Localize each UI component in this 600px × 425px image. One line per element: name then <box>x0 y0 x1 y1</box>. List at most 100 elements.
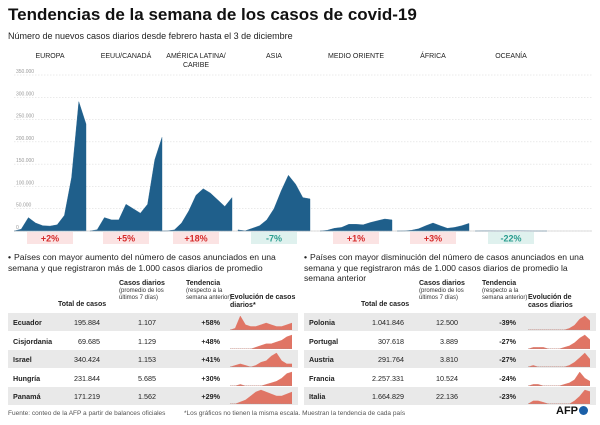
sparkline <box>528 371 590 386</box>
trend-badge <box>251 232 297 244</box>
table-row: Ecuador 195.884 1.107 +58% <box>8 313 298 331</box>
col-evo-header: Evolución de casos diarios* <box>230 294 296 309</box>
decrease-intro: • Países con mayor disminución del número… <box>304 252 589 284</box>
area-series-africa <box>396 222 470 232</box>
trend-value: -27% <box>499 355 516 365</box>
trend-value: +29% <box>201 392 220 402</box>
trend-badge <box>103 232 149 244</box>
sparkline <box>230 371 292 386</box>
col-daily-title: Casos diarios <box>419 280 465 287</box>
trend-value: -39% <box>499 318 516 327</box>
daily-cases: 3.810 <box>440 355 458 365</box>
total-cases: 195.884 <box>74 318 100 327</box>
area-series-medio-oriente <box>319 218 393 232</box>
sparkline-area <box>230 352 292 368</box>
country-name: Italia <box>309 392 326 402</box>
trend-value: +30% <box>201 373 220 383</box>
trend-label: +3% <box>424 234 442 244</box>
footer-source: Fuente: conteo de la AFP a partir de bal… <box>8 410 166 417</box>
afp-logo-icon <box>579 405 588 415</box>
trend-value: +58% <box>201 318 220 327</box>
decrease-intro-text: Países con mayor disminución del número … <box>304 252 584 283</box>
region-africa: ÁFRICA +3% <box>396 51 470 244</box>
total-cases: 69.685 <box>78 336 100 346</box>
area-series-america-latina-caribe <box>159 188 233 232</box>
sparkline-area <box>528 352 590 368</box>
region-label: AMÉRICA LATINA/ <box>166 51 225 60</box>
daily-cases: 1.107 <box>138 318 156 327</box>
y-tick-label: 100.000 <box>16 180 34 186</box>
table-row: Portugal 307.618 3.889 -27% <box>304 332 596 350</box>
sparkline <box>230 390 292 405</box>
trend-badge <box>333 232 379 244</box>
sparkline-area <box>230 334 292 349</box>
sparkline-area <box>528 315 590 330</box>
col-trend-title: Tendencia <box>186 280 221 287</box>
sparkline-area <box>230 315 292 330</box>
daily-cases: 1.153 <box>138 355 156 365</box>
afp-logo: AFP <box>556 405 588 417</box>
daily-cases: 1.562 <box>138 392 156 402</box>
col-daily-title: Casos diarios <box>119 280 165 287</box>
region-eeuu-canada: EEUU/CANADÁ +5% <box>89 51 163 244</box>
table-row: Francia 2.257.331 10.524 -24% <box>304 369 596 387</box>
country-name: Portugal <box>309 336 339 346</box>
country-name: Cisjordania <box>13 336 53 346</box>
region-label: EUROPA <box>35 53 64 60</box>
region-label: ASIA <box>266 53 282 60</box>
trend-label: +5% <box>117 234 135 244</box>
daily-cases: 5.685 <box>138 373 156 383</box>
col-daily-header: Casos diarios (promedio de los últimos 7… <box>119 280 177 301</box>
sparkline-area <box>528 371 590 386</box>
table-row: Panamá 171.219 1.562 +29% <box>8 387 298 406</box>
sparkline-area <box>230 371 292 386</box>
footer-note: *Los gráficos no tienen la misma escala.… <box>184 410 406 417</box>
daily-cases: 22.136 <box>436 392 458 402</box>
table-row: Cisjordania 69.685 1.129 +48% <box>8 332 298 350</box>
trend-badge <box>488 232 534 244</box>
trend-label: -7% <box>266 234 282 244</box>
y-tick-label: 50.000 <box>16 203 32 209</box>
col-daily-sub: (promedio de los últimos 7 días) <box>119 288 164 301</box>
col-daily-sub: (promedio de los últimos 7 días) <box>419 288 464 301</box>
sparkline-area <box>528 390 590 405</box>
sparkline <box>528 390 590 405</box>
total-cases: 231.844 <box>74 373 100 383</box>
increase-intro: • Países con mayor aumento del número de … <box>8 252 293 273</box>
col-trend-sub: (respecto a la semana anterior) <box>186 288 232 301</box>
region-label: EEUU/CANADÁ <box>101 51 152 60</box>
trend-label: +2% <box>41 234 59 244</box>
country-name: Francia <box>309 373 335 383</box>
total-cases: 307.618 <box>378 336 404 346</box>
country-name: Austria <box>309 355 334 365</box>
trend-value: -27% <box>499 336 516 346</box>
region-label: ÁFRICA <box>420 51 446 60</box>
country-name: Hungría <box>13 373 41 383</box>
sparkline <box>230 352 292 368</box>
col-total-header: Total de casos <box>58 301 107 308</box>
table-row: Israel 340.424 1.153 +41% <box>8 350 298 369</box>
total-cases: 171.219 <box>74 392 100 402</box>
region-label: OCEANÍA <box>495 51 527 60</box>
sparkline <box>528 315 590 330</box>
table-row: Polonia 1.041.846 12.500 -39% <box>304 313 596 331</box>
col-trend-title: Tendencia <box>482 280 517 287</box>
area-series-europa <box>13 101 87 232</box>
total-cases: 1.041.846 <box>372 318 404 327</box>
y-tick-label: 0 <box>16 225 19 231</box>
total-cases: 340.424 <box>74 355 100 365</box>
trend-label: +1% <box>347 234 365 244</box>
y-tick-label: 300.000 <box>16 91 34 97</box>
sparkline <box>528 352 590 368</box>
bullet-icon: • <box>304 252 308 262</box>
col-daily-header: Casos diarios (promedio de los últimos 7… <box>419 280 477 301</box>
region-label: CARIBE <box>183 62 209 69</box>
page-title: Tendencias de la semana de los casos de … <box>8 5 417 24</box>
decrease-table: • Países con mayor disminución del número… <box>304 252 596 407</box>
regional-area-charts: 350.000 300.000 250.000 200.000 150.000 100.0… <box>13 51 592 244</box>
increase-intro-text: Países con mayor aumento del número de c… <box>8 252 276 273</box>
trend-value: -23% <box>499 392 516 402</box>
col-evo-header: Evolución de casos diarios <box>528 294 573 309</box>
country-name: Polonia <box>309 318 335 327</box>
daily-cases: 10.524 <box>436 373 458 383</box>
